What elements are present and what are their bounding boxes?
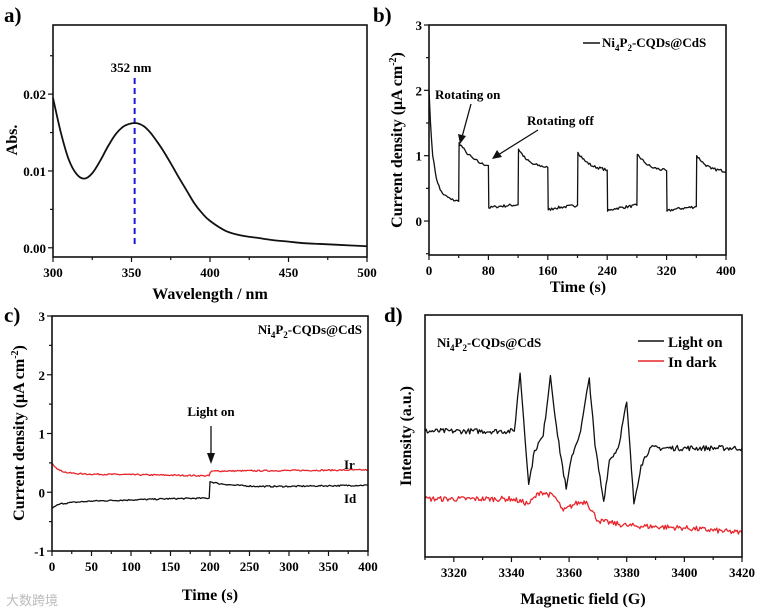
ylabel-d: Intensity (a.u.) xyxy=(398,386,415,486)
y-tick-label: -1 xyxy=(34,544,45,559)
plot-frame xyxy=(424,314,743,558)
series-line-light-on xyxy=(424,372,743,505)
x-tick-label: 0 xyxy=(49,559,56,574)
x-tick-label: 350 xyxy=(319,559,339,574)
y-tick-label: 1 xyxy=(39,427,46,442)
x-tick-label: 3320 xyxy=(441,565,467,580)
rotating-on-label: Rotating on xyxy=(435,87,501,102)
x-tick-label: 100 xyxy=(121,559,141,574)
x-tick-label: 400 xyxy=(358,559,378,574)
x-tick-label: 0 xyxy=(426,263,433,278)
legend-label-b: Ni4P2-CQDs@CdS xyxy=(602,35,706,53)
legend-label-light-on: Light on xyxy=(668,335,723,351)
xlabel-a: Wavelength / nm xyxy=(152,286,268,303)
y-tick-label: 1 xyxy=(416,149,423,164)
x-tick-label: 150 xyxy=(161,559,181,574)
panel-b: 0 80 160 240 320 400 0 1 2 3 xyxy=(416,18,736,278)
panel-label-c: c) xyxy=(4,303,20,327)
xlabel-d: Magnetic field (G) xyxy=(520,591,645,608)
x-tick-label: 3360 xyxy=(556,565,582,580)
x-tick-label: 450 xyxy=(279,265,299,280)
series-label-ir: Ir xyxy=(344,457,355,472)
panel-label-b: b) xyxy=(373,3,392,27)
panel-label-a: a) xyxy=(4,3,22,27)
y-tick-label: 2 xyxy=(416,83,423,98)
x-tick-label: 3420 xyxy=(729,565,755,580)
plot-frame xyxy=(52,24,368,258)
series-line-id xyxy=(51,481,369,510)
x-tick-label: 300 xyxy=(43,265,63,280)
series-line-in-dark xyxy=(424,491,743,535)
x-tick-label: 320 xyxy=(657,263,677,278)
x-tick-label: 3340 xyxy=(498,565,524,580)
peak-label: 352 nm xyxy=(111,60,152,75)
rotating-on-arrow xyxy=(458,103,472,144)
y-tick-label: 3 xyxy=(416,18,423,33)
x-tick-label: 80 xyxy=(482,263,495,278)
ylabel-a: Abs. xyxy=(4,125,21,156)
x-tick-label: 240 xyxy=(597,263,617,278)
y-tick-label: 0.00 xyxy=(23,241,46,256)
x-tick-label: 350 xyxy=(122,265,142,280)
watermark: 大数跨境 xyxy=(6,594,58,609)
sample-label-c: Ni4P2-CQDs@CdS xyxy=(258,322,362,340)
y-tick-label: 0 xyxy=(416,214,423,229)
plot-frame xyxy=(51,315,369,552)
series-line-absorbance xyxy=(52,97,368,248)
legend-label-in-dark: In dark xyxy=(668,355,717,371)
ylabel-c: Current density (μA cm-2) xyxy=(10,345,28,521)
x-tick-label: 3400 xyxy=(671,565,697,580)
panel-a: 300 350 400 450 500 0.00 0.01 0.02 xyxy=(23,24,377,280)
sample-label-d: Ni4P2-CQDs@CdS xyxy=(437,335,541,353)
x-tick-label: 500 xyxy=(357,265,377,280)
xlabel-b: Time (s) xyxy=(550,279,606,296)
x-tick-label: 300 xyxy=(279,559,299,574)
x-tick-label: 160 xyxy=(538,263,558,278)
y-tick-label: 0.01 xyxy=(23,164,46,179)
y-tick-label: 2 xyxy=(39,368,46,383)
rotating-off-arrow xyxy=(492,129,539,159)
x-tick-label: 200 xyxy=(200,559,220,574)
x-tick-label: 400 xyxy=(716,263,736,278)
light-on-arrow xyxy=(207,426,215,464)
light-on-label: Light on xyxy=(187,404,235,419)
y-tick-label: 0 xyxy=(39,485,46,500)
x-tick-label: 250 xyxy=(240,559,260,574)
y-tick-label: 3 xyxy=(39,309,46,324)
x-tick-label: 3380 xyxy=(614,565,640,580)
x-tick-label: 50 xyxy=(85,559,98,574)
plot-frame xyxy=(428,24,727,256)
series-label-id: Id xyxy=(344,491,357,506)
series-line-ni4p2-cqds-cds xyxy=(428,90,727,212)
rotating-off-label: Rotating off xyxy=(527,113,594,128)
xlabel-c: Time (s) xyxy=(182,587,238,604)
panel-label-d: d) xyxy=(384,303,403,327)
panel-d: 3320 3340 3360 3380 3400 3420 xyxy=(424,314,755,580)
x-tick-label: 400 xyxy=(200,265,220,280)
ylabel-b: Current density (μA cm-2) xyxy=(388,52,406,228)
y-tick-label: 0.02 xyxy=(23,87,46,102)
panel-c: 0 50 100 150 200 250 300 350 400 -1 0 1 2 3 xyxy=(34,309,378,574)
series-line-ir xyxy=(51,462,369,477)
